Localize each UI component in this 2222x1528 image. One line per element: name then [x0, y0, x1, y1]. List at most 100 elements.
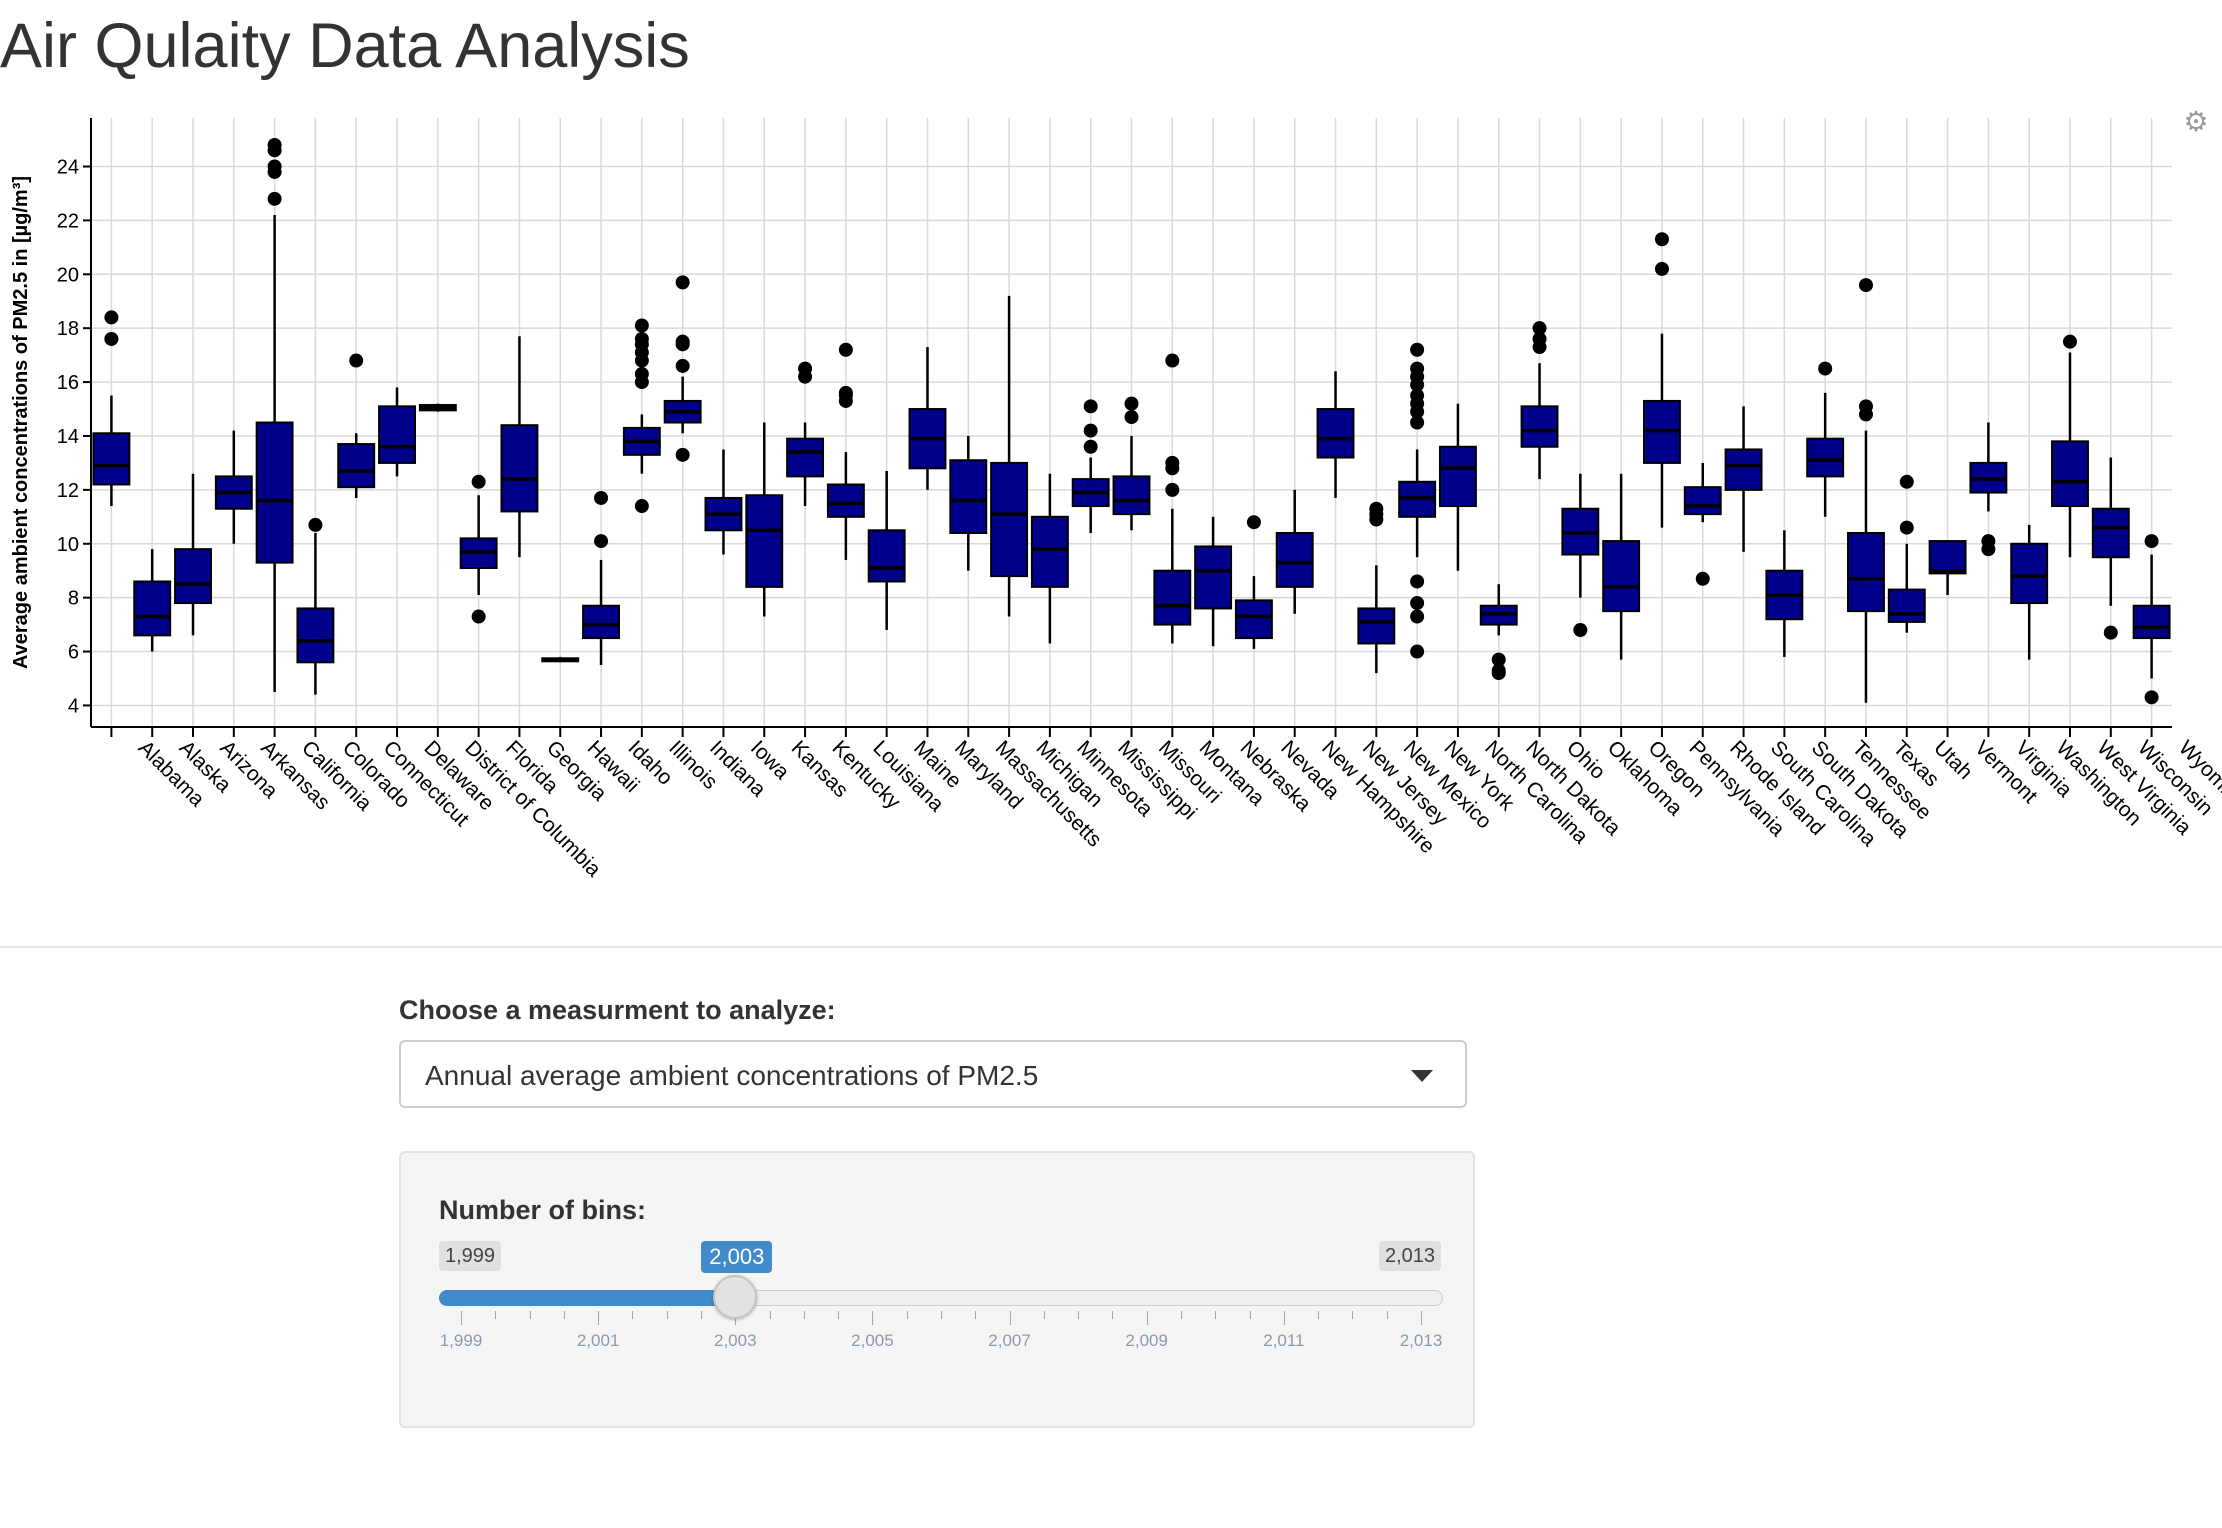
box-new-hampshire [1275, 489, 1314, 614]
slider-minor-tick [495, 1311, 497, 1319]
slider-minor-tick [1318, 1311, 1320, 1319]
box-michigan [990, 295, 1029, 617]
outlier-point [1654, 261, 1669, 276]
box-body [1275, 531, 1314, 588]
slider-tick-label: 2,005 [851, 1331, 894, 1350]
outlier-point [267, 191, 282, 206]
box-maryland [908, 347, 947, 490]
outlier-point [1410, 342, 1425, 357]
slider-minor-tick [941, 1311, 942, 1319]
box-body [296, 607, 335, 664]
outlier-point [2144, 690, 2159, 705]
box-idaho [582, 490, 621, 666]
slider-major-tick [598, 1311, 600, 1325]
gear-icon[interactable]: ⚙ [2183, 105, 2209, 138]
box-body [1887, 588, 1926, 623]
box-body [1928, 540, 1967, 575]
outlier-point [1410, 574, 1425, 589]
outlier-point [104, 310, 119, 325]
outlier-point [1573, 622, 1588, 637]
box-body [1438, 445, 1477, 508]
bins-panel: Number of bins: 1,999 2,013 2,003 1,999 2… [399, 1151, 1475, 1428]
page-title: Air Qulaity Data Analysis [0, 11, 690, 81]
outlier-point [1981, 542, 1996, 557]
box-georgia [500, 336, 539, 558]
outlier-point [1491, 666, 1506, 681]
box-body [1520, 405, 1559, 448]
outlier-point [634, 331, 649, 346]
outlier-point [1410, 377, 1425, 392]
outlier-point [1858, 407, 1873, 422]
outlier-point [1369, 512, 1384, 527]
box-body [378, 405, 416, 464]
box-tennessee [1806, 361, 1845, 517]
box-body [1724, 448, 1763, 491]
box-nevada [1234, 515, 1273, 649]
outlier-point [1083, 439, 1098, 454]
slider-min-label: 1,999 [439, 1241, 502, 1271]
slider-minor-tick [975, 1311, 977, 1319]
slider-tick-label: 2,011 [1263, 1331, 1305, 1350]
outlier-point [1083, 399, 1098, 414]
slider-major-tick [1009, 1311, 1011, 1325]
slider-tick-label: 1,999 [439, 1331, 483, 1350]
outlier-point [471, 474, 486, 489]
box-body [1316, 408, 1355, 459]
box-new-jersey [1316, 371, 1355, 498]
slider-minor-tick [906, 1311, 908, 1319]
slider-tick-label: 2,013 [1399, 1331, 1443, 1350]
y-tick-label: 20 [57, 264, 79, 286]
box-body [1602, 540, 1641, 613]
box-maine [867, 471, 906, 630]
box-vermont [1928, 540, 1967, 595]
measurement-select[interactable]: Annual average ambient concentrations of… [399, 1040, 1467, 1108]
y-tick-label: 8 [68, 588, 79, 610]
box-body [133, 580, 172, 637]
box-indiana [663, 275, 702, 462]
box-body [1112, 475, 1151, 516]
y-tick-label: 14 [57, 426, 79, 448]
slider-minor-tick [1078, 1311, 1080, 1319]
slider-minor-tick [1043, 1311, 1045, 1319]
outlier-point [1532, 321, 1547, 336]
slider-handle[interactable] [713, 1275, 758, 1319]
box-arkansas [214, 430, 253, 544]
outlier-point [1858, 278, 1873, 293]
box-nebraska [1194, 516, 1233, 647]
outlier-point [1083, 423, 1098, 438]
box-body [826, 483, 865, 518]
box-body [2010, 542, 2049, 605]
outlier-point [1899, 474, 1914, 489]
box-alaska [133, 549, 172, 652]
slider-minor-tick [1181, 1311, 1182, 1319]
outlier-point [1818, 361, 1833, 376]
slider-minor-tick [1249, 1311, 1251, 1319]
outlier-point [267, 159, 282, 174]
outlier-point [1410, 609, 1425, 624]
box-delaware [378, 387, 416, 477]
slider-minor-tick [1215, 1311, 1217, 1319]
outlier-point [1410, 404, 1425, 419]
box-hawaii [541, 656, 580, 663]
slider-major-tick [1146, 1311, 1148, 1325]
box-texas [1847, 278, 1885, 703]
box-rhode-island [1683, 462, 1722, 586]
slider-minor-tick [1386, 1311, 1388, 1319]
outlier-point [798, 361, 813, 376]
slider-minor-tick [803, 1311, 805, 1319]
boxplot-chart: 4 6 8 10 12 14 16 18 20 22 24 Average ambient conce… [10, 118, 2222, 881]
slider-major-tick [461, 1311, 462, 1325]
slider-major-tick [872, 1311, 874, 1325]
box-kansas [745, 422, 784, 617]
slider-major-tick [1283, 1311, 1285, 1325]
box-west-virginia [2051, 334, 2089, 558]
box-illinois [622, 318, 661, 514]
outlier-point [2103, 625, 2118, 640]
box-iowa [704, 449, 743, 555]
y-tick-label: 10 [57, 534, 79, 556]
box-district-of-columbia [418, 403, 457, 412]
slider-minor-tick [1352, 1311, 1354, 1319]
box-alabama [92, 310, 131, 507]
box-mississippi [1071, 399, 1110, 533]
box-virginia [1969, 422, 2008, 557]
